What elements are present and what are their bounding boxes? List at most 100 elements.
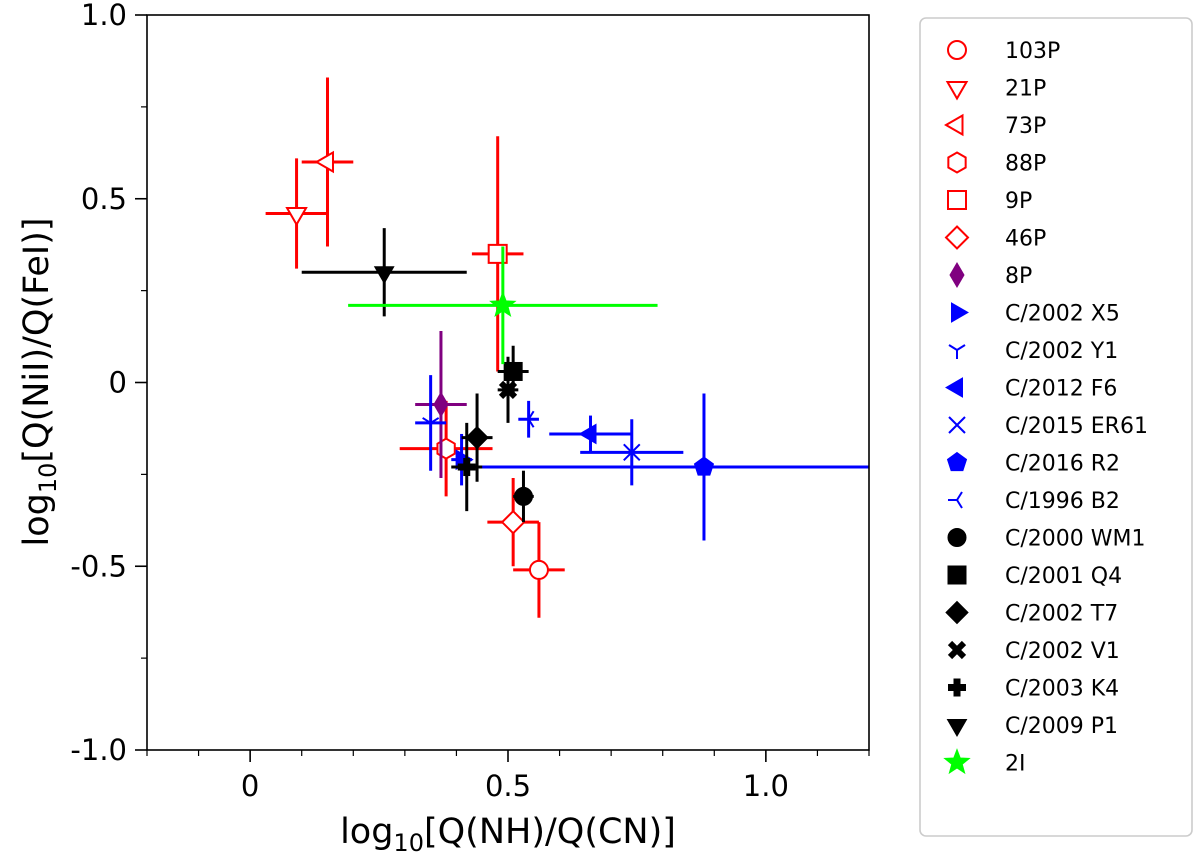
series-c-2000-wm1 (513, 470, 534, 523)
series-21p (265, 158, 328, 269)
legend-label: C/1996 B2 (1005, 489, 1120, 514)
legend-label: C/2002 Y1 (1005, 339, 1118, 364)
y-tick-label: 1.0 (81, 0, 127, 32)
legend-label: C/2002 V1 (1005, 639, 1120, 664)
point-103p (528, 559, 549, 580)
y-axis-label: log10[Q(NiI)/Q(FeI)] (17, 217, 62, 546)
legend-label: 21P (1005, 77, 1046, 102)
legend-marker-c-2015-er61 (948, 416, 966, 434)
legend-entry-c-2015-er61: C/2015 ER61 (948, 414, 1148, 439)
series-c-2003-k4 (451, 422, 483, 512)
point-2i (489, 290, 517, 317)
y-tick-label: 0 (109, 366, 127, 400)
legend-entry-c-2002-x5: C/2002 X5 (951, 302, 1120, 327)
legend-marker-c-2016-r2 (946, 451, 968, 472)
point-c-2000-wm1 (513, 486, 533, 506)
point-c-2003-k4 (457, 458, 476, 477)
legend-label: C/2002 X5 (1005, 302, 1120, 327)
x-tick-label: 0 (241, 769, 259, 803)
legend-entry-c-2016-r2: C/2016 R2 (946, 451, 1120, 477)
legend-label: C/2000 WM1 (1005, 527, 1146, 552)
legend-label: C/2002 T7 (1005, 602, 1118, 627)
legend-label: C/2001 Q4 (1005, 564, 1122, 589)
legend-entry-46p: 46P (944, 225, 1046, 252)
legend-frame (919, 17, 1193, 837)
legend-entry-2i: 2I (943, 748, 1026, 777)
series-c-1996-b2 (518, 400, 539, 438)
legend-marker-c-2001-q4 (947, 565, 967, 585)
point-c-2009-p1 (373, 266, 395, 285)
legend-entry-c-2001-q4: C/2001 Q4 (947, 564, 1122, 589)
point-21p (285, 206, 308, 227)
legend: 103P 21P 73P 88P 9P 46P 8P C/2002 X5 C/2002 Y1 C/… (919, 17, 1193, 837)
point-8p (433, 391, 449, 418)
point-73p (314, 150, 334, 174)
point-c-2002-y1 (422, 417, 440, 432)
legend-marker-88p (947, 151, 967, 174)
legend-entry-c-2002-v1: C/2002 V1 (947, 639, 1120, 664)
legend-entry-c-2009-p1: C/2009 P1 (946, 714, 1118, 739)
legend-label: C/2016 R2 (1005, 452, 1120, 477)
legend-label: C/2009 P1 (1005, 714, 1118, 739)
point-c-2016-r2 (693, 456, 715, 476)
series-c-2002-v1 (497, 356, 519, 423)
series-88p (399, 400, 493, 497)
legend-marker-73p (944, 113, 964, 137)
series-c-2015-er61 (580, 419, 684, 486)
series-9p (471, 136, 524, 372)
series-8p (415, 331, 467, 479)
legend-marker-c-2009-p1 (946, 719, 968, 737)
x-tick-label: 1.0 (743, 769, 789, 803)
series-103p (513, 522, 565, 618)
legend-label: C/2003 K4 (1005, 677, 1119, 702)
legend-label: 103P (1005, 39, 1060, 64)
legend-entry-8p: 8P (949, 262, 1032, 289)
series-c-2012-f6 (549, 415, 632, 453)
legend-marker-9p (947, 190, 967, 210)
point-c-1996-b2 (519, 410, 535, 428)
legend-marker-46p (944, 225, 970, 250)
legend-entry-9p: 9P (947, 189, 1032, 214)
axes: 0 0.5 1.0 -1.0 -0.5 0 0.5 1.0 (70, 0, 870, 803)
legend-marker-103p (947, 40, 967, 60)
legend-label: 73P (1005, 114, 1046, 139)
legend-entry-73p: 73P (944, 113, 1046, 139)
legend-label: C/2015 ER61 (1005, 414, 1148, 439)
series-c-2016-r2 (461, 393, 869, 541)
legend-marker-c-2002-y1 (948, 344, 966, 359)
point-c-2012-f6 (578, 423, 597, 445)
point-c-2002-v1 (498, 380, 518, 399)
x-tick-label: 0.5 (485, 769, 531, 803)
legend-entry-c-2000-wm1: C/2000 WM1 (947, 527, 1146, 552)
legend-marker-c-2012-f6 (945, 377, 963, 398)
legend-marker-8p (949, 262, 965, 288)
point-c-2002-t7 (465, 425, 489, 450)
legend-marker-21p (945, 81, 969, 101)
y-tick-label: -0.5 (70, 549, 127, 583)
series-c-2009-p1 (301, 228, 467, 317)
legend-marker-c-1996-b2 (948, 491, 963, 509)
plot-area (265, 77, 869, 618)
legend-label: 46P (1005, 227, 1046, 252)
series-73p (301, 77, 354, 247)
legend-label: 8P (1005, 264, 1032, 289)
legend-marker-c-2002-v1 (947, 640, 967, 660)
y-tick-label: -1.0 (70, 733, 127, 767)
y-tick-label: 0.5 (81, 182, 127, 216)
point-c-2015-er61 (623, 443, 641, 462)
series-46p (487, 478, 539, 567)
legend-entry-c-2012-f6: C/2012 F6 (945, 377, 1117, 402)
x-axis-label: log10[Q(NH)/Q(CN)] (340, 812, 676, 855)
legend-label: 2I (1005, 752, 1026, 777)
series-2i (348, 246, 658, 365)
legend-marker-c-2000-wm1 (947, 528, 967, 547)
legend-label: 9P (1005, 189, 1032, 214)
legend-marker-c-2002-x5 (951, 302, 969, 323)
data-marks (265, 77, 869, 618)
legend-entry-c-1996-b2: C/1996 B2 (948, 489, 1120, 514)
legend-entry-103p: 103P (947, 39, 1060, 64)
legend-entry-c-2003-k4: C/2003 K4 (948, 677, 1119, 702)
series-c-2002-y1 (415, 375, 447, 471)
legend-entry-21p: 21P (945, 77, 1046, 102)
